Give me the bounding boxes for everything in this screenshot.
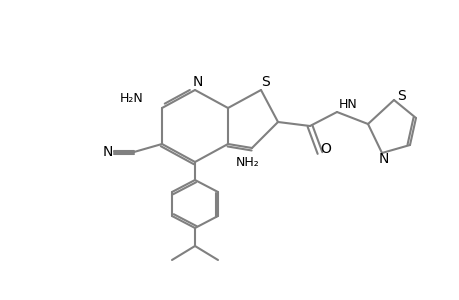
Text: HN: HN [338, 98, 357, 110]
Text: S: S [261, 75, 270, 89]
Text: N: N [103, 145, 113, 159]
Text: N: N [192, 75, 203, 89]
Text: O: O [320, 142, 331, 156]
Text: H₂N: H₂N [120, 92, 144, 104]
Text: NH₂: NH₂ [235, 155, 259, 169]
Text: N: N [378, 152, 388, 166]
Text: S: S [397, 89, 405, 103]
